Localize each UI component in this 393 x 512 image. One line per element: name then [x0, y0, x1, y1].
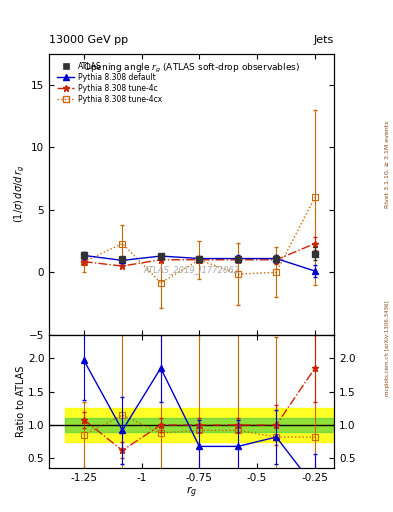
Text: Opening angle $r_g$ (ATLAS soft-drop observables): Opening angle $r_g$ (ATLAS soft-drop obs…: [83, 62, 300, 75]
Legend: ATLAS, Pythia 8.308 default, Pythia 8.308 tune-4c, Pythia 8.308 tune-4cx: ATLAS, Pythia 8.308 default, Pythia 8.30…: [56, 60, 164, 105]
Y-axis label: Ratio to ATLAS: Ratio to ATLAS: [16, 366, 26, 437]
Text: mcplots.cern.ch [arXiv:1306.3436]: mcplots.cern.ch [arXiv:1306.3436]: [385, 301, 389, 396]
X-axis label: $r_g$: $r_g$: [186, 485, 197, 500]
Y-axis label: $(1/\sigma)\, d\sigma/d\, r_g$: $(1/\sigma)\, d\sigma/d\, r_g$: [13, 165, 28, 223]
Text: 13000 GeV pp: 13000 GeV pp: [49, 35, 128, 45]
Text: ATLAS_2019_I1772062: ATLAS_2019_I1772062: [143, 266, 240, 274]
Text: Jets: Jets: [314, 35, 334, 45]
Text: Rivet 3.1.10, ≥ 3.1M events: Rivet 3.1.10, ≥ 3.1M events: [385, 120, 389, 207]
